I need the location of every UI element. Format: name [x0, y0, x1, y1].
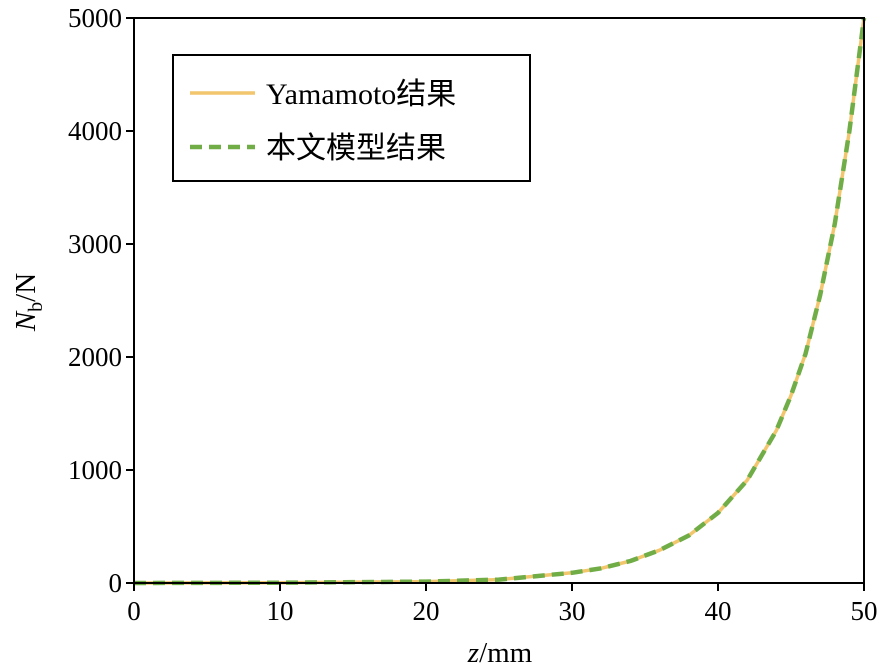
x-tick-label: 20 [413, 596, 440, 626]
y-axis-title: Nb/N [10, 273, 47, 332]
series-group [133, 17, 867, 586]
y-axis-title-variable: N [10, 310, 42, 332]
legend-label-2: 本文模型结果 [266, 132, 446, 165]
y-tick-label: 3000 [68, 229, 122, 259]
x-tick-label: 50 [851, 596, 878, 626]
x-tick-label: 0 [127, 596, 141, 626]
axes: 0 10 20 30 40 50 0 1000 2000 3000 4000 5000 [68, 3, 878, 626]
legend-label-1: Yamamoto结果 [266, 78, 456, 111]
x-tick-label: 10 [267, 596, 294, 626]
y-tick-label: 0 [109, 568, 123, 598]
plot-frame [133, 17, 865, 584]
y-tick-label: 4000 [68, 116, 122, 146]
x-axis-title-variable: z [467, 637, 479, 669]
y-tick-label: 2000 [68, 342, 122, 372]
x-tick-label: 30 [559, 596, 586, 626]
x-tick-label: 40 [705, 596, 732, 626]
x-axis-title-unit: /mm [479, 637, 533, 669]
x-axis-title: z/mm [467, 637, 533, 669]
legend-box [172, 54, 531, 182]
series-line-2 [133, 17, 867, 586]
y-axis-title-unit: /N [10, 273, 42, 302]
y-tick-label: 1000 [68, 455, 122, 485]
y-axis-title-subscript: b [25, 302, 47, 312]
y-tick-label: 5000 [68, 3, 122, 33]
